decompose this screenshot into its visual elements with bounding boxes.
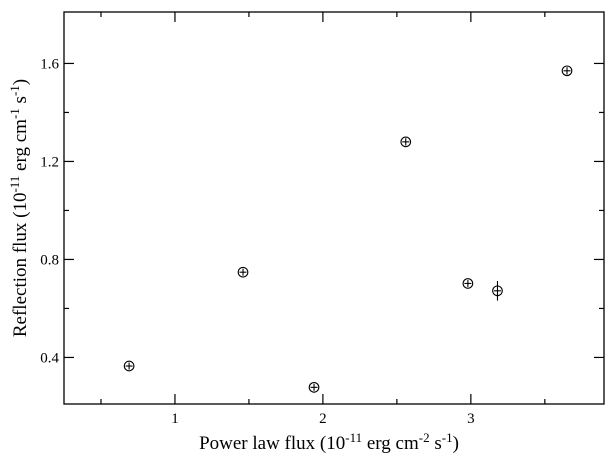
label-text: Reflection flux (10 <box>10 193 31 338</box>
point-marker <box>462 278 474 289</box>
x-tick-label: 1 <box>171 411 179 427</box>
y-tick-label: 0.4 <box>40 350 59 366</box>
data-point <box>400 136 412 148</box>
label-text: ) <box>453 433 459 454</box>
point-marker <box>561 65 573 77</box>
plot-frame <box>63 11 605 405</box>
data-point <box>123 360 135 372</box>
data-point <box>561 65 573 77</box>
y-tick-label: 1.2 <box>40 154 59 170</box>
data-points <box>123 65 573 393</box>
label-text: s <box>10 96 31 108</box>
label-text: erg cm <box>362 433 419 454</box>
label-superscript: -2 <box>419 430 430 445</box>
point-marker <box>123 360 135 372</box>
data-point <box>492 281 503 301</box>
data-point <box>308 381 320 393</box>
tick-labels: 1 2 3 0.4 0.8 1.2 1.6 <box>40 56 474 427</box>
label-superscript: -11 <box>7 176 22 193</box>
data-point <box>462 278 474 289</box>
x-tick-label: 3 <box>467 411 475 427</box>
axis-ticks <box>64 12 604 404</box>
label-superscript: -11 <box>345 430 362 445</box>
label-text: Power law flux (10 <box>199 433 345 454</box>
label-superscript: -1 <box>442 430 453 445</box>
label-superscript: -1 <box>7 85 22 96</box>
y-tick-label: 0.8 <box>40 252 59 268</box>
label-text: erg cm <box>10 119 31 176</box>
data-point <box>237 266 249 278</box>
point-marker <box>400 136 412 148</box>
x-axis-label: Power law flux (10-11 erg cm-2 s-1) <box>199 430 459 454</box>
point-marker <box>308 381 320 393</box>
label-superscript: -1 <box>7 108 22 119</box>
y-tick-label: 1.6 <box>40 56 59 72</box>
y-axis-label: Reflection flux (10-11 erg cm-1 s-1) <box>7 79 31 337</box>
label-text: s <box>430 433 442 454</box>
x-tick-label: 2 <box>319 411 327 427</box>
point-marker <box>237 266 249 278</box>
label-text: ) <box>10 79 31 85</box>
